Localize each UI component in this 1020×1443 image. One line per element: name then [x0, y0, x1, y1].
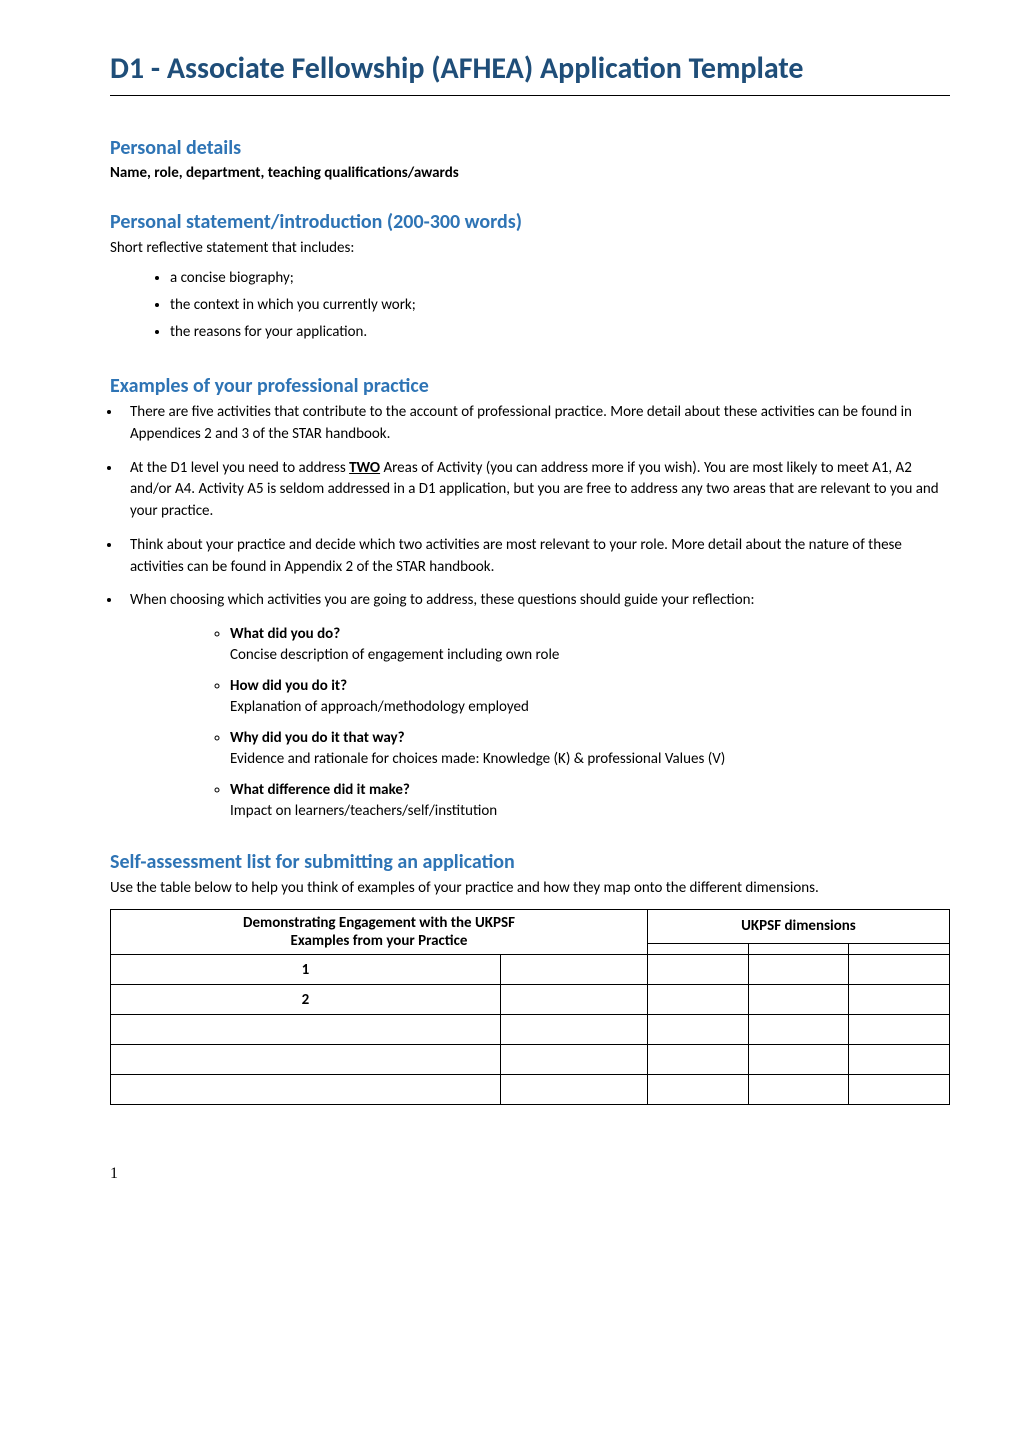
dimension-cell	[849, 1045, 950, 1075]
personal-details-section: Personal details Name, role, department,…	[110, 136, 950, 182]
dimension-cell	[849, 955, 950, 985]
list-item: the reasons for your application.	[170, 319, 950, 346]
example-cell	[500, 985, 647, 1015]
list-item: Why did you do it that way? Evidence and…	[230, 728, 950, 770]
question-title: What difference did it make?	[230, 781, 410, 799]
dimension-cell	[647, 955, 748, 985]
question-desc: Explanation of approach/methodology empl…	[230, 698, 529, 716]
list-item: There are five activities that contribut…	[122, 402, 950, 446]
personal-statement-intro: Short reflective statement that includes…	[110, 238, 950, 259]
row-number	[111, 1045, 501, 1075]
example-cell	[500, 1075, 647, 1105]
table-header-right: UKPSF dimensions	[647, 910, 949, 944]
list-item: At the D1 level you need to address TWO …	[122, 458, 950, 523]
title-separator	[110, 95, 950, 96]
self-assessment-intro: Use the table below to help you think of…	[110, 878, 950, 899]
dimension-cell	[748, 1045, 849, 1075]
table-header-left: Demonstrating Engagement with the UKPSF …	[111, 910, 648, 955]
table-body: 1 2	[111, 955, 950, 1105]
question-desc: Evidence and rationale for choices made:…	[230, 750, 725, 768]
dimension-cell	[849, 985, 950, 1015]
row-number	[111, 1015, 501, 1045]
table-row: 2	[111, 985, 950, 1015]
self-assessment-table: Demonstrating Engagement with the UKPSF …	[110, 909, 950, 1105]
list-item: What difference did it make? Impact on l…	[230, 780, 950, 822]
professional-practice-section: Examples of your professional practice T…	[110, 374, 950, 822]
question-title: What did you do?	[230, 625, 340, 643]
personal-details-heading: Personal details	[110, 136, 950, 160]
dimension-col	[748, 943, 849, 954]
list-item: Think about your practice and decide whi…	[122, 535, 950, 579]
example-cell	[500, 955, 647, 985]
table-row	[111, 1075, 950, 1105]
row-number	[111, 1075, 501, 1105]
dimension-cell	[647, 1075, 748, 1105]
dimension-cell	[647, 985, 748, 1015]
dimension-cell	[748, 955, 849, 985]
document-title: D1 - Associate Fellowship (AFHEA) Applic…	[110, 50, 950, 87]
professional-practice-heading: Examples of your professional practice	[110, 374, 950, 398]
reflection-questions: What did you do? Concise description of …	[230, 624, 950, 822]
question-desc: Concise description of engagement includ…	[230, 646, 559, 664]
professional-practice-bullets: There are five activities that contribut…	[122, 402, 950, 612]
list-item: the context in which you currently work;	[170, 292, 950, 319]
list-item: How did you do it? Explanation of approa…	[230, 676, 950, 718]
dimension-cell	[849, 1015, 950, 1045]
self-assessment-section: Self-assessment list for submitting an a…	[110, 850, 950, 1105]
personal-statement-section: Personal statement/introduction (200-300…	[110, 210, 950, 346]
list-item: What did you do? Concise description of …	[230, 624, 950, 666]
self-assessment-table-container: Demonstrating Engagement with the UKPSF …	[110, 909, 950, 1105]
example-cell	[500, 1015, 647, 1045]
dimension-cell	[748, 1075, 849, 1105]
header-line2: Examples from your Practice	[291, 932, 468, 950]
table-row: 1	[111, 955, 950, 985]
list-item: When choosing which activities you are g…	[122, 590, 950, 612]
header-line1: Demonstrating Engagement with the UKPSF	[243, 914, 515, 932]
table-row	[111, 1015, 950, 1045]
row-number: 2	[111, 985, 501, 1015]
list-item: a concise biography;	[170, 265, 950, 292]
dimension-cell	[748, 985, 849, 1015]
dimension-cell	[647, 1015, 748, 1045]
question-desc: Impact on learners/teachers/self/institu…	[230, 802, 497, 820]
dimension-cell	[647, 1045, 748, 1075]
personal-details-subtext: Name, role, department, teaching qualifi…	[110, 164, 950, 182]
personal-statement-heading: Personal statement/introduction (200-300…	[110, 210, 950, 234]
row-number: 1	[111, 955, 501, 985]
dimension-col	[849, 943, 950, 954]
dimension-cell	[748, 1015, 849, 1045]
question-title: How did you do it?	[230, 677, 347, 695]
question-title: Why did you do it that way?	[230, 729, 405, 747]
page-number: 1	[110, 1165, 950, 1183]
self-assessment-heading: Self-assessment list for submitting an a…	[110, 850, 950, 874]
dimension-cell	[849, 1075, 950, 1105]
personal-statement-bullets: a concise biography; the context in whic…	[170, 265, 950, 346]
example-cell	[500, 1045, 647, 1075]
dimension-col	[647, 943, 748, 954]
table-row	[111, 1045, 950, 1075]
